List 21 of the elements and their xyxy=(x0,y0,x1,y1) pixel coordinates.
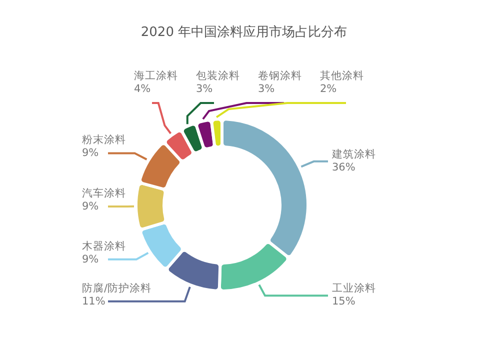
data-label: 3% xyxy=(196,83,213,95)
data-label: 15% xyxy=(332,296,356,308)
data-label: 3% xyxy=(258,83,275,95)
slice-label: 粉末涂料 xyxy=(82,133,126,146)
data-label: 11% xyxy=(82,295,106,308)
slice-label: 海工涂料 xyxy=(134,69,178,82)
slice-label: 包装涂料 xyxy=(196,69,240,82)
data-label: 9% xyxy=(82,147,99,160)
chart-title: 2020 年中国涂料应用市场占比分布 xyxy=(140,24,348,40)
slice-label: 其他涂料 xyxy=(320,69,364,82)
data-label: 2% xyxy=(320,83,337,95)
slice-label: 卷钢涂料 xyxy=(258,69,302,82)
data-label: 4% xyxy=(134,83,151,95)
data-label: 9% xyxy=(82,253,99,266)
slice-label: 防腐/防护涂料 xyxy=(82,281,152,294)
slice-label: 汽车涂料 xyxy=(82,186,126,200)
slice-label: 木器涂料 xyxy=(82,239,126,252)
slice-label: 建筑涂料 xyxy=(331,147,376,160)
data-label: 36% xyxy=(332,161,356,174)
data-label: 9% xyxy=(82,200,99,213)
slice-label: 工业涂料 xyxy=(332,282,376,295)
